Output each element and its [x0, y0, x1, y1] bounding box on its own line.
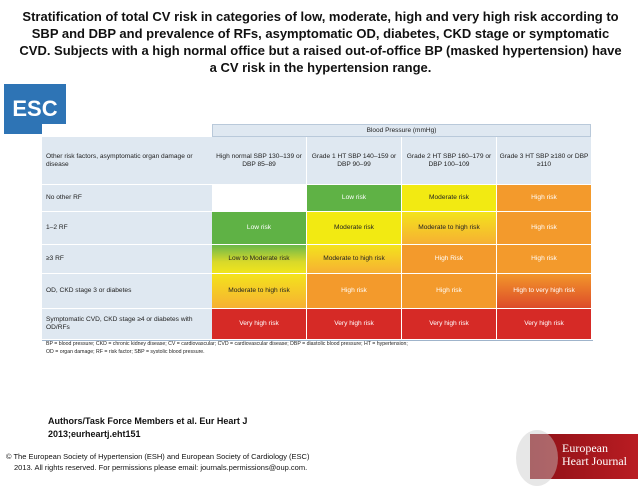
row-label-symptomatic-cvd: Symptomatic CVD, CKD stage ≥4 or diabete… [42, 309, 212, 339]
risk-cell-1-3: High risk [497, 212, 591, 244]
slide-title: Stratification of total CV risk in categ… [19, 9, 622, 75]
column-header-grade-1: Grade 1 HT SBP 140–159 or DBP 90–99 [307, 137, 401, 184]
column-header-grade-2: Grade 2 HT SBP 160–179 or DBP 100–109 [402, 137, 496, 184]
legend-line-1: BP = blood pressure; CKD = chronic kidne… [46, 341, 408, 347]
row-label-od-ckd3-diabetes: OD, CKD stage 3 or diabetes [42, 274, 212, 308]
risk-cell-0-0 [212, 185, 306, 211]
copyright-line-1: © The European Society of Hypertension (… [6, 452, 310, 461]
european-heart-journal-logo: European Heart Journal [516, 430, 638, 486]
risk-cell-3-1: High risk [307, 274, 401, 308]
risk-cell-1-1: Moderate risk [307, 212, 401, 244]
legend-line-2: OD = organ damage; RF = risk factor; SBP… [46, 349, 205, 355]
esc-badge: ESC [4, 84, 66, 134]
risk-cell-3-2: High risk [402, 274, 496, 308]
row-label-1-2-rf: 1–2 RF [42, 212, 212, 244]
logo-wordmark: European Heart Journal [562, 442, 627, 468]
column-header-high-normal: High normal SBP 130–139 or DBP 85–89 [212, 137, 306, 184]
risk-stratification-table: Blood Pressure (mmHg) Other risk factors… [42, 124, 593, 361]
risk-cell-2-3: High risk [497, 245, 591, 273]
corner-header: Other risk factors, asymptomatic organ d… [42, 137, 212, 184]
logo-heart-shape [516, 430, 558, 486]
risk-cell-4-3: Very high risk [497, 309, 591, 339]
risk-cell-4-2: Very high risk [402, 309, 496, 339]
blood-pressure-header: Blood Pressure (mmHg) [212, 124, 591, 137]
risk-cell-0-1: Low risk [307, 185, 401, 211]
risk-cell-1-2: Moderate to high risk [402, 212, 496, 244]
risk-cell-2-1: Moderate to high risk [307, 245, 401, 273]
risk-cell-3-3: High to very high risk [497, 274, 591, 308]
table-bottom-rule [42, 340, 593, 341]
copyright-notice: © The European Society of Hypertension (… [6, 451, 309, 473]
column-header-grade-3: Grade 3 HT SBP ≥180 or DBP ≥110 [497, 137, 591, 184]
copyright-line-2: 2013. All rights reserved. For permissio… [14, 463, 308, 472]
risk-cell-3-0: Moderate to high risk [212, 274, 306, 308]
row-label-3-or-more-rf: ≥3 RF [42, 245, 212, 273]
risk-cell-0-3: High risk [497, 185, 591, 211]
logo-line-1: European [562, 441, 608, 455]
risk-cell-4-1: Very high risk [307, 309, 401, 339]
citation-authors: Authors/Task Force Members et al. Eur He… [48, 416, 248, 439]
logo-line-2: Heart Journal [562, 454, 627, 468]
risk-cell-0-2: Moderate risk [402, 185, 496, 211]
abbreviation-legend: BP = blood pressure; CKD = chronic kidne… [46, 340, 586, 356]
risk-cell-4-0: Very high risk [212, 309, 306, 339]
risk-cell-2-2: High Risk [402, 245, 496, 273]
risk-cell-1-0: Low risk [212, 212, 306, 244]
risk-cell-2-0: Low to Moderate risk [212, 245, 306, 273]
row-label-no-other-rf: No other RF [42, 185, 212, 211]
